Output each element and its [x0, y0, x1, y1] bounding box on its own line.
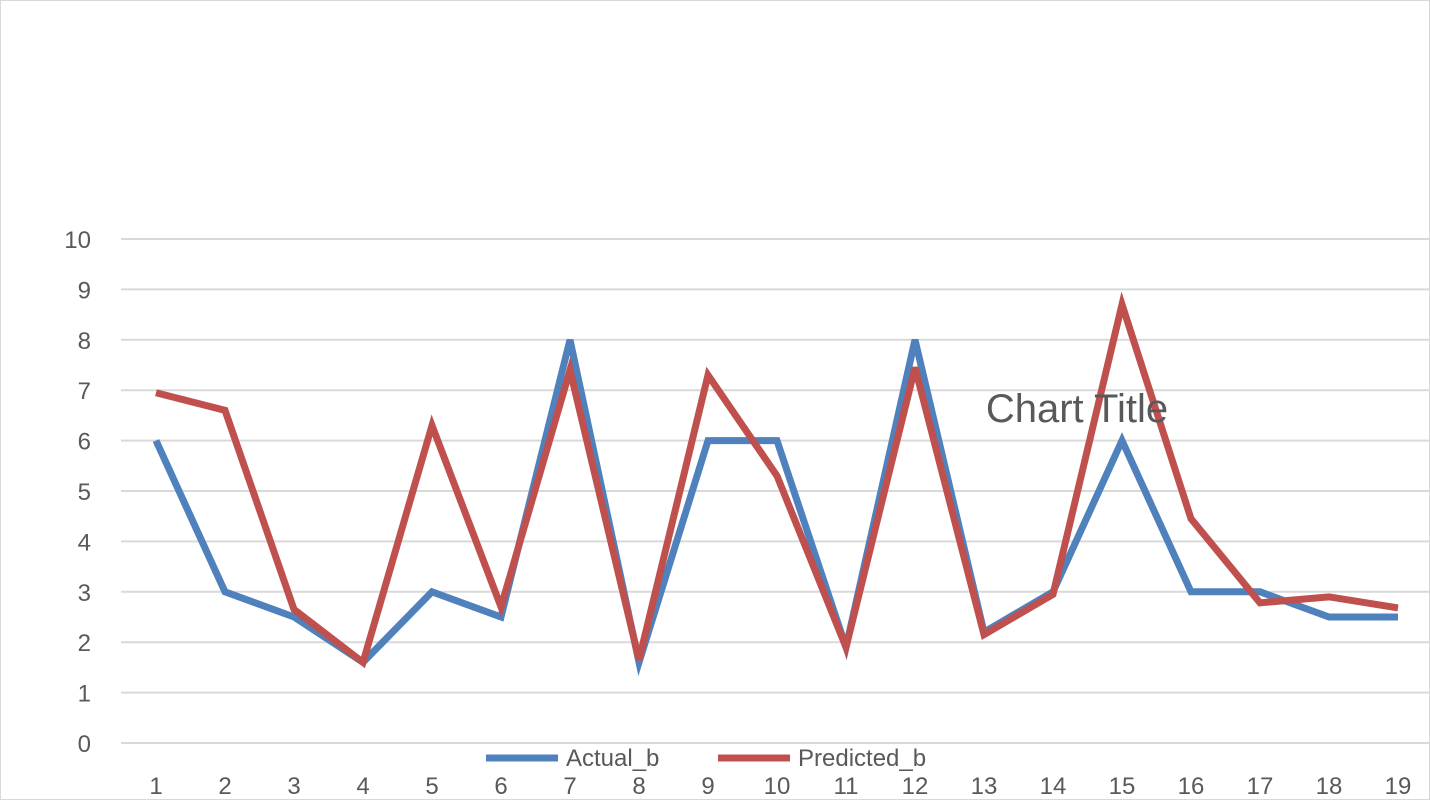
x-tick-label: 12 [902, 773, 929, 800]
x-tick-label: 5 [425, 773, 438, 800]
legend-label: Predicted_b [798, 745, 926, 772]
x-tick-label: 3 [287, 773, 300, 800]
x-tick-label: 4 [356, 773, 369, 800]
y-tick-label: 0 [78, 731, 91, 758]
y-tick-label: 2 [78, 630, 91, 657]
legend-item-predicted-b: Predicted_b [718, 745, 926, 772]
y-tick-label: 9 [78, 277, 91, 304]
y-tick-label: 7 [78, 378, 91, 405]
x-tick-label: 6 [494, 773, 507, 800]
x-tick-label: 17 [1247, 773, 1274, 800]
gridlines [121, 239, 1430, 743]
legend: Actual_b Predicted_b [486, 745, 926, 772]
x-tick-label: 9 [701, 773, 714, 800]
y-tick-label: 5 [78, 479, 91, 506]
x-tick-label: 19 [1385, 773, 1412, 800]
y-tick-label: 6 [78, 429, 91, 456]
y-tick-label: 3 [78, 580, 91, 607]
chart-title: Chart Title [986, 387, 1168, 431]
series-lines [156, 304, 1398, 662]
x-tick-label: 13 [971, 773, 998, 800]
x-tick-label: 10 [764, 773, 791, 800]
x-tick-label: 7 [563, 773, 576, 800]
x-tick-label: 8 [632, 773, 645, 800]
x-tick-label: 1 [149, 773, 162, 800]
y-tick-label: 10 [64, 227, 91, 254]
legend-label: Actual_b [566, 745, 659, 772]
x-tick-label: 14 [1040, 773, 1067, 800]
x-tick-label: 2 [218, 773, 231, 800]
legend-item-actual-b: Actual_b [486, 745, 659, 772]
y-tick-label: 4 [78, 529, 91, 556]
x-tick-label: 11 [834, 773, 859, 800]
y-axis-ticks: 0 1 2 3 4 5 6 7 8 9 10 [64, 227, 91, 758]
x-tick-label: 18 [1316, 773, 1343, 800]
series-line-actual-b [156, 340, 1398, 663]
x-tick-label: 15 [1109, 773, 1136, 800]
y-tick-label: 8 [78, 328, 91, 355]
x-tick-label: 16 [1178, 773, 1205, 800]
series-line-predicted-b [156, 305, 1398, 663]
y-tick-label: 1 [78, 681, 91, 708]
